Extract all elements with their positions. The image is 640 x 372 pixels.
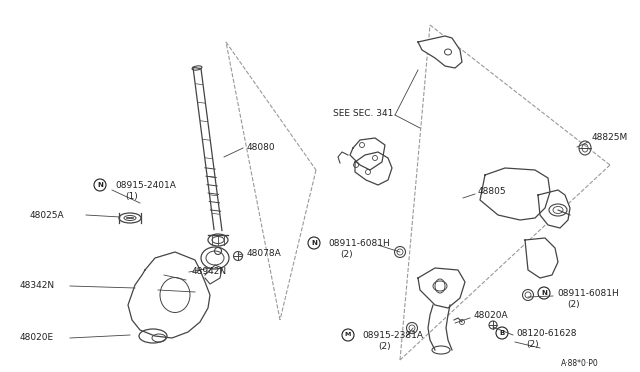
Text: (1): (1): [125, 192, 138, 201]
Polygon shape: [355, 152, 392, 185]
Text: 08915-2381A: 08915-2381A: [362, 330, 423, 340]
Text: N: N: [311, 240, 317, 246]
Text: B: B: [499, 330, 504, 336]
Text: N: N: [97, 182, 103, 188]
Text: 48078A: 48078A: [247, 250, 282, 259]
Text: A·88*0·P0: A·88*0·P0: [561, 359, 599, 368]
Text: SEE SEC. 341: SEE SEC. 341: [333, 109, 394, 118]
Text: 08911-6081H: 08911-6081H: [557, 289, 619, 298]
Polygon shape: [525, 238, 558, 278]
Text: 08915-2401A: 08915-2401A: [115, 180, 176, 189]
Text: (2): (2): [340, 250, 353, 259]
Text: N: N: [541, 290, 547, 296]
Text: 48805: 48805: [478, 187, 507, 196]
Text: (2): (2): [378, 343, 390, 352]
Text: 48825M: 48825M: [592, 134, 628, 142]
Text: 48020A: 48020A: [474, 311, 509, 321]
Polygon shape: [418, 36, 462, 68]
Text: 48942N: 48942N: [192, 267, 227, 276]
Polygon shape: [538, 190, 570, 228]
Text: (2): (2): [567, 301, 580, 310]
Text: 48025A: 48025A: [30, 211, 65, 219]
Text: 48342N: 48342N: [20, 280, 55, 289]
Text: 08120-61628: 08120-61628: [516, 328, 577, 337]
Text: 48020E: 48020E: [20, 334, 54, 343]
Text: 08911-6081H: 08911-6081H: [328, 238, 390, 247]
Text: 48080: 48080: [247, 144, 276, 153]
Polygon shape: [350, 138, 385, 170]
Text: M: M: [345, 333, 351, 337]
Polygon shape: [418, 268, 465, 308]
Polygon shape: [480, 168, 550, 220]
Text: (2): (2): [526, 340, 539, 350]
